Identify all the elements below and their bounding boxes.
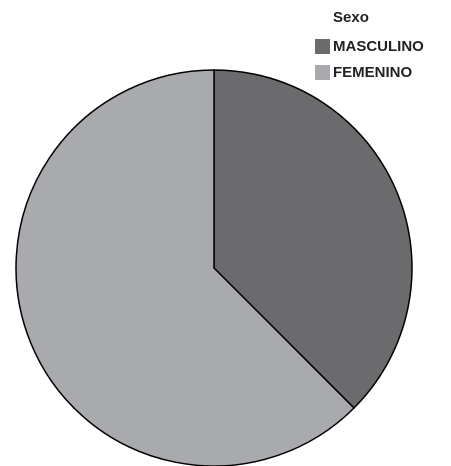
legend-swatch — [315, 65, 330, 80]
legend-title: Sexo — [333, 9, 369, 26]
legend-label: FEMENINO — [333, 64, 413, 81]
pie-slice — [213, 69, 413, 410]
legend-label: MASCULINO — [333, 38, 424, 55]
legend-swatch — [315, 39, 330, 54]
pie-slice — [15, 69, 356, 466]
